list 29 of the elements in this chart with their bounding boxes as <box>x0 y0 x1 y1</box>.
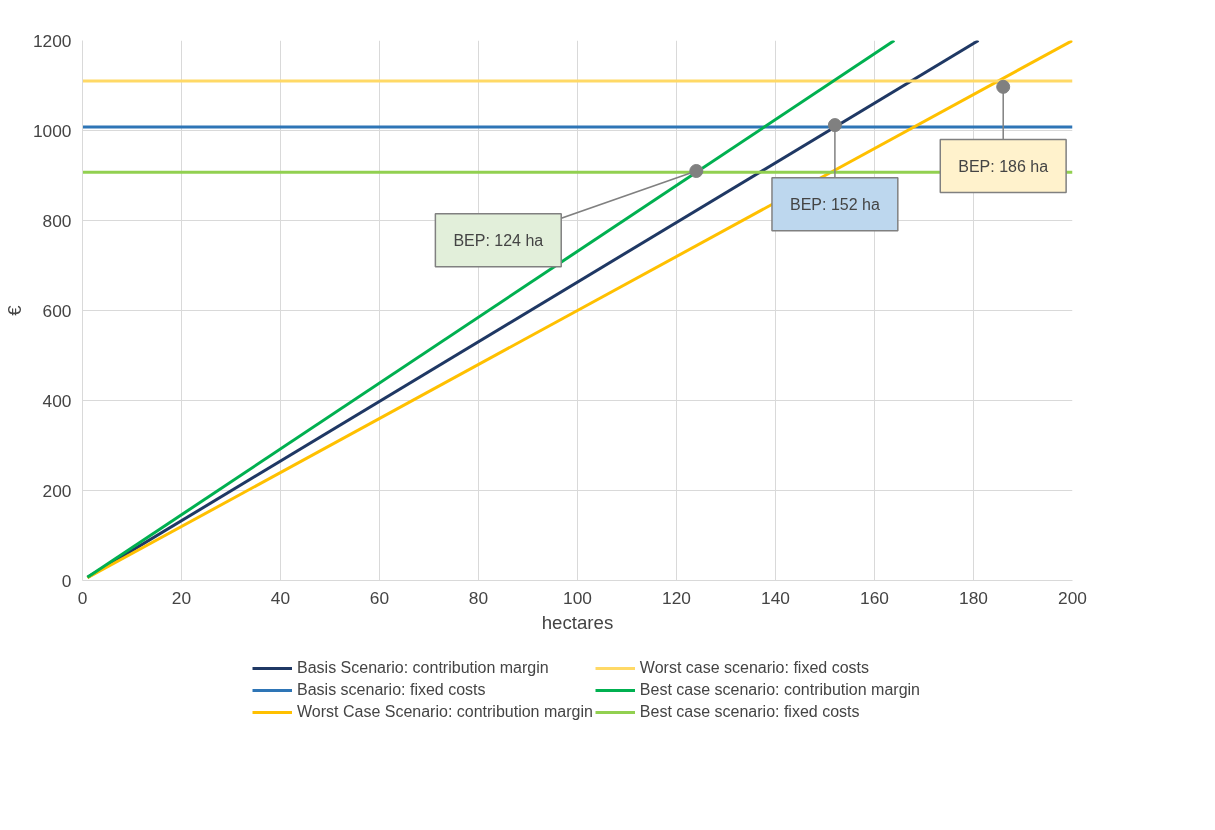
annotation: BEP: 124 ha <box>453 231 544 249</box>
y-tick-label: 600 <box>42 300 72 321</box>
x-axis-title: hectares <box>541 611 614 633</box>
x-tick-label: 140 <box>761 587 790 608</box>
annotation: BEP: 186 ha <box>958 157 1049 175</box>
y-tick-label: 800 <box>42 210 72 231</box>
x-tick-label: 160 <box>860 587 889 608</box>
x-tick-label: 0 <box>77 587 88 608</box>
x-tick-label: 100 <box>563 587 592 608</box>
x-tick-label: 80 <box>468 587 489 608</box>
legend-label: Worst Case Scenario: contribution margin <box>297 703 593 721</box>
legend-label: Best case scenario: fixed costs <box>639 703 860 721</box>
x-tick-label: 20 <box>171 587 192 608</box>
x-tick-label: 60 <box>369 587 390 608</box>
x-tick-label: 40 <box>270 587 291 608</box>
x-tick-label: 200 <box>1058 587 1087 608</box>
y-tick-label: 1000 <box>32 120 72 141</box>
legend-label: Basis Scenario: contribution margin <box>297 659 549 677</box>
annotation: BEP: 152 ha <box>789 195 880 213</box>
x-tick-label: 120 <box>662 587 691 608</box>
y-tick-label: 200 <box>42 480 72 501</box>
y-axis-title: € <box>3 304 25 316</box>
x-tick-label: 180 <box>959 587 988 608</box>
legend-label: Worst case scenario: fixed costs <box>639 659 869 677</box>
legend-label: Best case scenario: contribution margin <box>639 681 920 699</box>
y-tick-label: 1200 <box>32 30 72 51</box>
y-tick-label: 0 <box>61 570 72 591</box>
y-tick-label: 400 <box>42 390 72 411</box>
legend-label: Basis scenario: fixed costs <box>297 681 486 699</box>
